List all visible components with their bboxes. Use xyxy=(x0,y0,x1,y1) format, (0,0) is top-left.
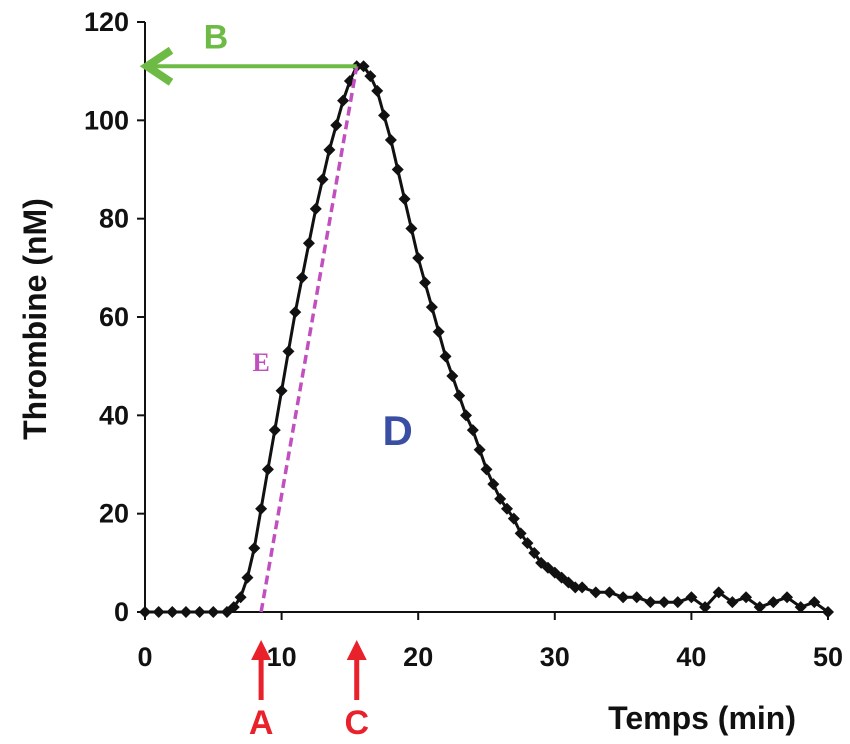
label-a: A xyxy=(249,704,274,742)
data-point-marker xyxy=(180,606,192,618)
data-point-marker xyxy=(310,203,322,215)
axes xyxy=(145,22,828,612)
data-point-marker xyxy=(289,306,301,318)
y-tick-label: 100 xyxy=(84,105,129,135)
data-point-marker xyxy=(399,193,411,205)
data-point-marker xyxy=(371,85,383,97)
y-tick-label: 20 xyxy=(99,499,129,529)
data-point-marker xyxy=(207,606,219,618)
data-point-marker xyxy=(385,134,397,146)
y-tick-label: 80 xyxy=(99,204,129,234)
data-point-marker xyxy=(255,503,267,515)
data-point-marker xyxy=(378,109,390,121)
series-markers xyxy=(139,60,834,618)
data-point-marker xyxy=(426,301,438,313)
data-point-marker xyxy=(153,606,165,618)
x-tick-label: 30 xyxy=(540,642,570,672)
data-point-marker xyxy=(631,591,643,603)
data-point-marker xyxy=(474,444,486,456)
series-line xyxy=(145,66,828,612)
data-point-marker xyxy=(392,164,404,176)
data-point-marker xyxy=(282,345,294,357)
y-tick-label: 60 xyxy=(99,302,129,332)
data-point-marker xyxy=(433,326,445,338)
data-point-marker xyxy=(323,144,335,156)
data-point-marker xyxy=(481,463,493,475)
arrow-head xyxy=(347,640,367,660)
data-point-marker xyxy=(419,277,431,289)
y-axis-title: Thrombine (nM) xyxy=(17,198,53,440)
label-e: E xyxy=(252,348,269,377)
label-c: C xyxy=(344,704,369,742)
data-point-marker xyxy=(487,478,499,490)
data-point-marker xyxy=(269,424,281,436)
data-point-marker xyxy=(767,596,779,608)
data-point-marker xyxy=(446,370,458,382)
slope-line-e xyxy=(261,66,357,612)
data-point-marker xyxy=(337,95,349,107)
data-point-marker xyxy=(276,385,288,397)
x-tick-label: 0 xyxy=(137,642,152,672)
data-point-marker xyxy=(317,173,329,185)
data-point-marker xyxy=(603,586,615,598)
data-point-marker xyxy=(194,606,206,618)
data-point-marker xyxy=(576,581,588,593)
arrow-c xyxy=(347,640,367,700)
x-ticks: 0 10 20 30 40 50 xyxy=(137,612,843,672)
x-tick-label: 50 xyxy=(813,642,843,672)
data-point-marker xyxy=(412,252,424,264)
x-tick-label: 40 xyxy=(676,642,706,672)
data-point-marker xyxy=(672,596,684,608)
x-tick-label: 20 xyxy=(403,642,433,672)
data-point-marker xyxy=(248,542,260,554)
y-tick-label: 120 xyxy=(84,7,129,37)
data-point-marker xyxy=(166,606,178,618)
data-point-marker xyxy=(405,223,417,235)
data-point-marker xyxy=(262,463,274,475)
data-point-marker xyxy=(658,596,670,608)
data-point-marker xyxy=(303,237,315,249)
y-tick-label: 0 xyxy=(114,597,129,627)
data-point-marker xyxy=(296,272,308,284)
data-point-marker xyxy=(617,591,629,603)
x-axis-title: Temps (min) xyxy=(608,700,796,736)
data-point-marker xyxy=(139,606,151,618)
label-d: D xyxy=(383,407,413,454)
data-point-marker xyxy=(644,596,656,608)
data-point-marker xyxy=(453,390,465,402)
x-tick-label: 10 xyxy=(267,642,297,672)
data-point-marker xyxy=(440,350,452,362)
data-point-marker xyxy=(590,586,602,598)
data-point-marker xyxy=(241,572,253,584)
data-point-marker xyxy=(467,424,479,436)
y-tick-label: 40 xyxy=(99,400,129,430)
data-point-marker xyxy=(330,119,342,131)
label-b: B xyxy=(204,18,229,56)
data-point-marker xyxy=(460,409,472,421)
y-ticks: 0 20 40 60 80 100 120 xyxy=(84,7,145,627)
